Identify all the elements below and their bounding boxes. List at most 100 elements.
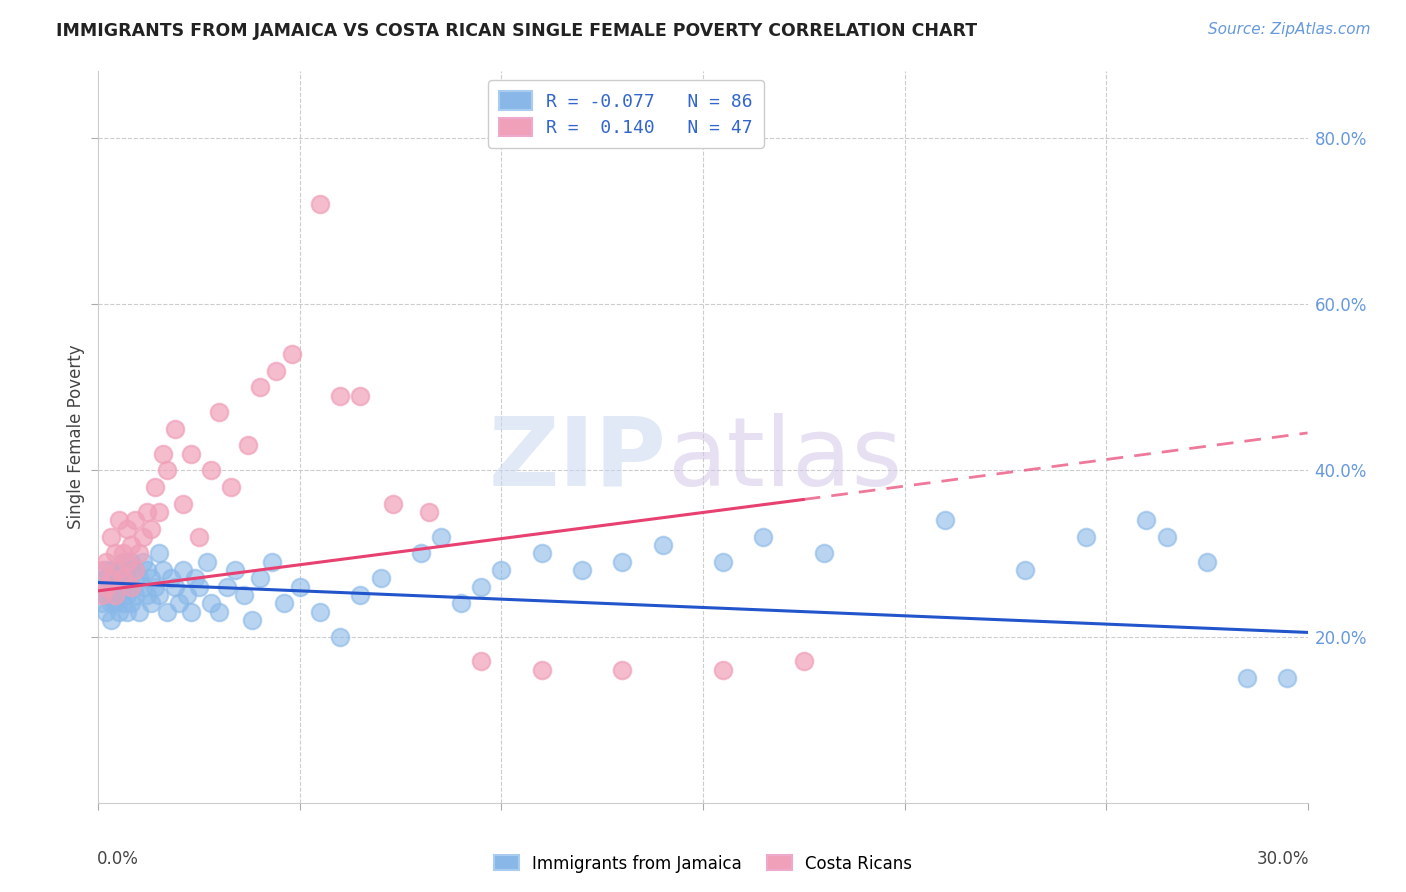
Point [163,422,186,436]
Point [1156,530,1178,544]
Point [221,480,243,494]
Text: 0.0%: 0.0% [97,850,139,868]
Text: 30.0%: 30.0% [1257,850,1309,868]
Text: atlas: atlas [666,412,901,506]
Point [1074,530,1097,544]
Point [100,596,122,610]
Point [1014,563,1036,577]
Point [96,571,118,585]
Point [156,463,179,477]
Point [107,563,129,577]
Y-axis label: Single Female Poverty: Single Female Poverty [66,345,84,529]
Point [530,663,553,677]
Point [111,596,134,610]
Point [111,555,134,569]
Point [571,563,593,577]
Point [139,521,162,535]
Point [156,605,179,619]
Point [96,580,118,594]
Point [176,588,198,602]
Point [135,563,157,577]
Point [217,580,239,594]
Point [470,655,492,669]
Point [934,513,956,527]
Point [152,563,174,577]
Point [813,546,835,560]
Point [132,530,155,544]
Point [115,563,138,577]
Point [111,546,134,560]
Point [752,530,775,544]
Point [329,388,352,402]
Point [100,571,122,585]
Point [249,380,271,394]
Point [107,571,129,585]
Point [370,571,392,585]
Point [96,588,118,602]
Point [115,521,138,535]
Point [491,563,513,577]
Point [200,596,222,610]
Point [139,596,162,610]
Point [91,588,114,602]
Point [430,530,453,544]
Point [240,613,263,627]
Point [107,605,129,619]
Point [224,563,246,577]
Point [160,571,183,585]
Point [188,580,211,594]
Point [120,580,142,594]
Point [128,571,150,585]
Point [409,546,432,560]
Point [612,663,634,677]
Point [1135,513,1157,527]
Point [91,580,114,594]
Point [120,538,142,552]
Point [264,363,287,377]
Point [100,563,122,577]
Point [91,596,114,610]
Point [152,447,174,461]
Point [148,588,170,602]
Point [148,505,170,519]
Point [236,438,259,452]
Point [128,546,150,560]
Point [1236,671,1258,685]
Text: IMMIGRANTS FROM JAMAICA VS COSTA RICAN SINGLE FEMALE POVERTY CORRELATION CHART: IMMIGRANTS FROM JAMAICA VS COSTA RICAN S… [56,22,977,40]
Point [172,563,194,577]
Point [180,605,202,619]
Point [132,555,155,569]
Point [793,655,815,669]
Point [195,555,218,569]
Point [184,571,207,585]
Point [135,588,157,602]
Point [309,605,332,619]
Point [249,571,271,585]
Point [143,480,166,494]
Point [128,605,150,619]
Point [120,596,142,610]
Point [124,588,146,602]
Point [309,197,332,211]
Point [232,588,254,602]
Point [188,530,211,544]
Point [107,513,129,527]
Point [450,596,472,610]
Legend: R = -0.077   N = 86, R =  0.140   N = 47: R = -0.077 N = 86, R = 0.140 N = 47 [488,80,763,148]
Point [107,563,129,577]
Point [288,580,311,594]
Point [115,571,138,585]
Point [115,588,138,602]
Point [96,605,118,619]
Point [349,588,371,602]
Point [208,405,231,419]
Point [418,505,440,519]
Point [124,563,146,577]
Point [143,580,166,594]
Point [103,588,125,602]
Point [281,347,304,361]
Point [120,555,142,569]
Text: ZIP: ZIP [489,412,666,506]
Point [135,505,157,519]
Point [100,613,122,627]
